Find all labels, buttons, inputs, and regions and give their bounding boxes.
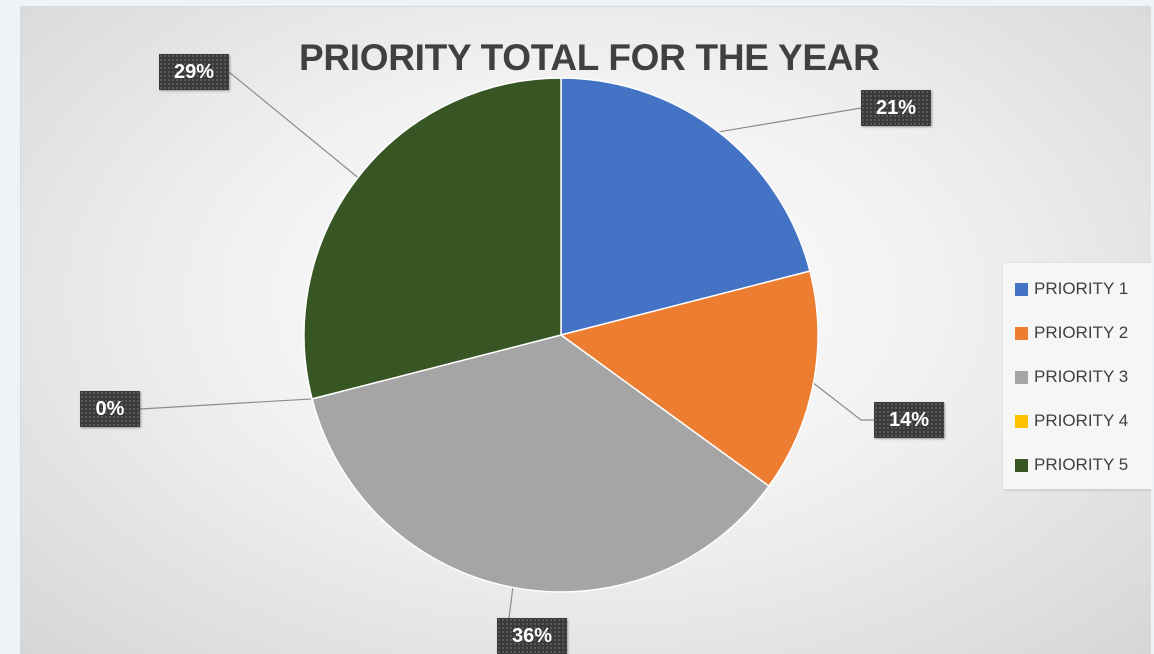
legend: PRIORITY 1 PRIORITY 2 PRIORITY 3 PRIORIT… — [1003, 263, 1151, 489]
legend-swatch — [1015, 326, 1028, 340]
leader-line-priority-5 — [219, 71, 359, 178]
legend-item-priority-3: PRIORITY 3 — [1015, 366, 1128, 388]
pie-chart — [139, 71, 874, 619]
pie-slice-priority-1 — [560, 77, 811, 336]
pie-slice-priority-5 — [303, 77, 562, 400]
data-label-priority-3: 36% — [497, 618, 567, 654]
legend-item-priority-2: PRIORITY 2 — [1015, 322, 1128, 344]
legend-label: PRIORITY 3 — [1034, 367, 1129, 386]
leader-line-priority-4 — [139, 398, 313, 410]
data-label-priority-5: 29% — [159, 54, 229, 90]
leader-line-priority-3 — [508, 587, 514, 619]
legend-item-priority-1: PRIORITY 1 — [1015, 278, 1128, 300]
chart-area: PRIORITY TOTAL FOR THE YEAR 21% 14% 36% … — [20, 6, 1151, 654]
legend-label: PRIORITY 5 — [1034, 455, 1129, 474]
legend-swatch — [1015, 458, 1028, 472]
legend-item-priority-4: PRIORITY 4 — [1015, 410, 1128, 432]
leader-line-priority-2 — [813, 382, 874, 421]
legend-label: PRIORITY 2 — [1034, 323, 1129, 342]
data-label-priority-1: 21% — [861, 90, 931, 126]
legend-item-priority-5: PRIORITY 5 — [1015, 454, 1128, 476]
pie-slice-priority-3 — [311, 334, 770, 593]
pie-slice-priority-2 — [559, 270, 819, 488]
legend-label: PRIORITY 1 — [1034, 279, 1129, 298]
data-label-priority-2: 14% — [874, 402, 944, 438]
legend-swatch — [1015, 282, 1028, 296]
legend-label: PRIORITY 4 — [1034, 411, 1129, 430]
leader-line-priority-1 — [718, 107, 871, 133]
chart-title: PRIORITY TOTAL FOR THE YEAR — [299, 37, 880, 78]
data-label-priority-4: 0% — [80, 391, 140, 427]
legend-swatch — [1015, 370, 1028, 384]
legend-swatch — [1015, 414, 1028, 428]
pie-slices — [303, 77, 819, 593]
